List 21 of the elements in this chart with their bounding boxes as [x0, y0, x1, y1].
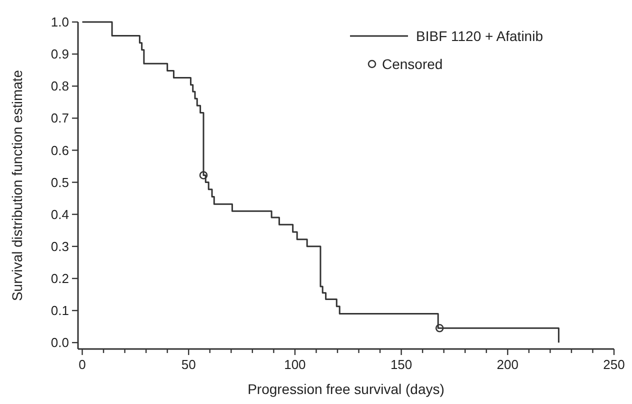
- y-tick-label: 0.1: [50, 303, 69, 318]
- x-axis-title: Progression free survival (days): [248, 381, 444, 397]
- legend-label: BIBF 1120 + Afatinib: [416, 28, 544, 44]
- x-tick-label: 100: [284, 357, 306, 372]
- y-tick-label: 0.8: [50, 78, 69, 94]
- y-tick-label: 1.0: [50, 14, 69, 30]
- x-tick-label: 200: [496, 357, 518, 372]
- y-tick-label: 0.6: [50, 142, 69, 158]
- x-tick-label: 150: [390, 357, 412, 372]
- y-tick-label: 0.3: [50, 238, 69, 254]
- y-tick-label: 0.7: [50, 110, 69, 126]
- y-tick-label: 0.0: [50, 335, 69, 350]
- y-axis-title: Survival distribution function estimate: [9, 70, 25, 302]
- legend-label: Censored: [382, 56, 443, 72]
- y-tick-label: 0.4: [50, 206, 69, 222]
- x-tick-label: 250: [603, 357, 625, 372]
- x-tick-label: 0: [78, 357, 86, 372]
- y-tick-label: 0.5: [50, 174, 69, 190]
- y-tick-label: 0.9: [50, 46, 69, 62]
- x-tick-label: 50: [181, 357, 196, 372]
- y-tick-label: 0.2: [50, 271, 69, 286]
